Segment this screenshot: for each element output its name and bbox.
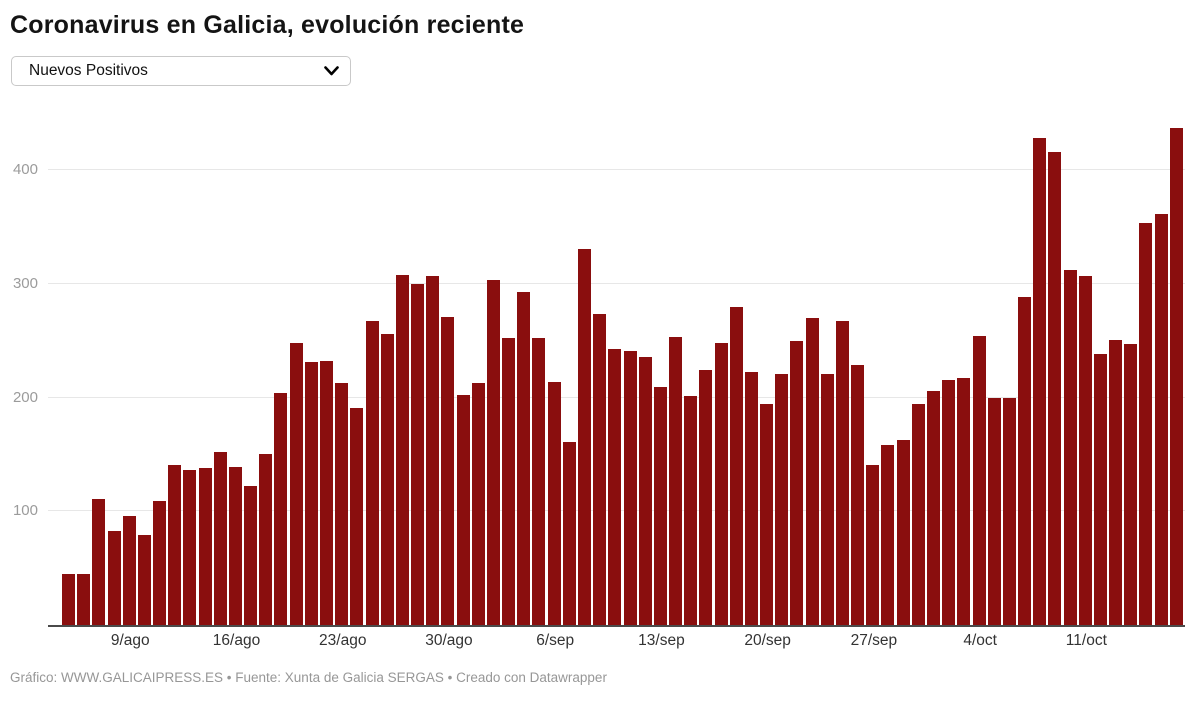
x-tick-label-6-sep: 6/sep <box>536 632 575 649</box>
bar-3-oct[interactable] <box>957 378 971 625</box>
bar-9-ago[interactable] <box>122 515 136 625</box>
bar-27-sep[interactable] <box>866 464 880 625</box>
bar-16-oct[interactable] <box>1154 214 1168 625</box>
x-tick-label-11-oct: 11/oct <box>1065 632 1107 649</box>
bar-14-sep[interactable] <box>669 337 683 625</box>
x-tick-label-9-ago: 9/ago <box>110 632 150 649</box>
attribution-footer: Gráfico: WWW.GALICAIPRESS.ES • Fuente: X… <box>10 670 607 685</box>
bar-2-oct[interactable] <box>942 380 956 625</box>
bar-22-ago[interactable] <box>319 361 333 625</box>
bar-7-sep[interactable] <box>562 441 576 625</box>
bar-21-sep[interactable] <box>775 373 789 625</box>
x-tick-label-4-oct: 4/oct <box>963 632 997 649</box>
bar-10-oct[interactable] <box>1063 270 1077 625</box>
bar-17-oct[interactable] <box>1169 127 1183 625</box>
bar-18-ago[interactable] <box>259 454 273 625</box>
bar-5-oct[interactable] <box>987 397 1001 625</box>
bar-24-ago[interactable] <box>350 407 364 625</box>
y-tick-label: 100 <box>12 502 38 520</box>
bar-15-ago[interactable] <box>213 452 227 625</box>
bar-10-ago[interactable] <box>137 535 151 625</box>
bar-12-ago[interactable] <box>168 464 182 625</box>
bar-6-ago[interactable] <box>77 573 91 625</box>
bars-area <box>62 105 1185 625</box>
bar-25-sep[interactable] <box>835 321 849 625</box>
bar-13-sep[interactable] <box>653 387 667 625</box>
bar-23-ago[interactable] <box>335 382 349 625</box>
bar-30-sep[interactable] <box>911 404 925 625</box>
bar-8-oct[interactable] <box>1033 138 1047 625</box>
bar-31-ago[interactable] <box>456 395 470 625</box>
bar-25-ago[interactable] <box>365 321 379 625</box>
bar-19-sep[interactable] <box>744 372 758 625</box>
x-tick-label-13-sep: 13/sep <box>638 632 685 649</box>
bar-8-sep[interactable] <box>577 248 591 625</box>
bar-28-ago[interactable] <box>411 283 425 625</box>
bar-8-ago[interactable] <box>107 530 121 625</box>
y-tick-label: 400 <box>12 161 38 178</box>
bar-15-oct[interactable] <box>1139 223 1153 625</box>
bar-17-ago[interactable] <box>244 486 258 625</box>
gridline-300 <box>48 282 1185 284</box>
bar-4-sep[interactable] <box>517 291 531 625</box>
bar-12-oct[interactable] <box>1093 354 1107 625</box>
bar-4-oct[interactable] <box>972 336 986 625</box>
bar-13-oct[interactable] <box>1109 339 1123 625</box>
bar-5-sep[interactable] <box>532 338 546 625</box>
bar-24-sep[interactable] <box>820 373 834 625</box>
page-title: Coronavirus en Galicia, evolución recien… <box>10 11 525 39</box>
bar-16-sep[interactable] <box>699 370 713 625</box>
metric-select[interactable]: Nuevos Positivos <box>11 56 351 86</box>
bar-10-sep[interactable] <box>608 348 622 625</box>
y-tick-label: 200 <box>12 388 38 406</box>
bar-28-sep[interactable] <box>881 445 895 625</box>
bar-30-ago[interactable] <box>441 316 455 625</box>
bar-7-ago[interactable] <box>92 498 106 625</box>
bar-15-sep[interactable] <box>684 396 698 625</box>
bar-23-sep[interactable] <box>805 317 819 625</box>
x-axis-line <box>48 625 1185 627</box>
bar-29-sep[interactable] <box>896 439 910 625</box>
bar-7-oct[interactable] <box>1018 297 1032 625</box>
x-tick-label-27-sep: 27/sep <box>850 632 898 649</box>
bar-6-oct[interactable] <box>1002 397 1016 625</box>
bar-3-sep[interactable] <box>502 338 516 625</box>
bar-13-ago[interactable] <box>183 470 197 625</box>
bar-21-ago[interactable] <box>304 362 318 625</box>
bar-14-ago[interactable] <box>198 468 212 625</box>
x-tick-label-23-ago: 23/ago <box>319 632 367 649</box>
x-tick-label-20-sep: 20/sep <box>744 632 791 649</box>
bar-9-sep[interactable] <box>593 314 607 625</box>
gridline-400 <box>48 169 1185 170</box>
bar-22-sep[interactable] <box>790 340 804 625</box>
bar-5-ago[interactable] <box>62 573 75 625</box>
bar-20-sep[interactable] <box>760 404 774 625</box>
bar-26-ago[interactable] <box>380 333 394 625</box>
bar-29-ago[interactable] <box>426 275 440 625</box>
bar-11-oct[interactable] <box>1078 275 1092 625</box>
chevron-down-icon <box>324 66 339 76</box>
bar-1-sep[interactable] <box>471 382 485 625</box>
x-tick-label-16-ago: 16/ago <box>212 632 261 649</box>
bar-17-sep[interactable] <box>714 342 728 625</box>
bar-11-sep[interactable] <box>623 350 637 625</box>
bar-27-ago[interactable] <box>395 274 409 625</box>
bar-11-ago[interactable] <box>153 501 167 625</box>
bar-26-sep[interactable] <box>851 364 865 625</box>
bar-14-oct[interactable] <box>1124 344 1138 625</box>
bar-12-sep[interactable] <box>638 356 652 625</box>
x-tick-label-30-ago: 30/ago <box>425 632 473 649</box>
bar-19-ago[interactable] <box>274 392 288 625</box>
y-tick-label: 300 <box>12 274 38 292</box>
bar-16-ago[interactable] <box>228 466 242 625</box>
bar-2-sep[interactable] <box>486 280 500 625</box>
metric-select-value: Nuevos Positivos <box>29 62 148 79</box>
bar-6-sep[interactable] <box>547 381 561 625</box>
bar-9-oct[interactable] <box>1048 151 1062 625</box>
bar-1-oct[interactable] <box>927 390 940 625</box>
bar-18-sep[interactable] <box>729 306 743 625</box>
bar-20-ago[interactable] <box>289 342 303 625</box>
